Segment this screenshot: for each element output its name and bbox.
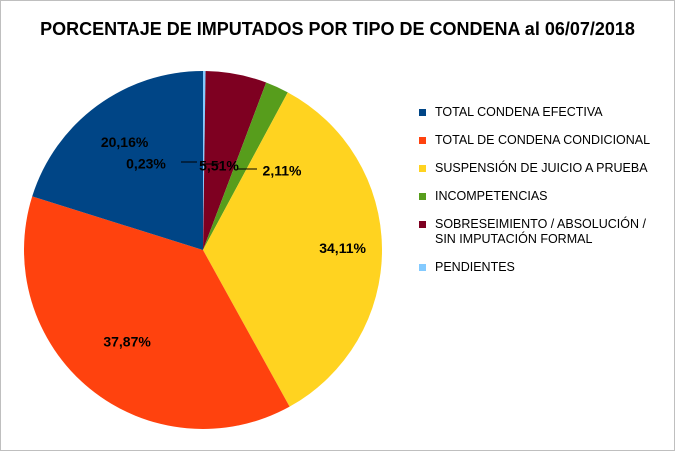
- legend-item-suspension-juicio: SUSPENSIÓN DE JUICIO A PRUEBA: [419, 161, 669, 176]
- legend-item-total-condena-efectiva: TOTAL CONDENA EFECTIVA: [419, 105, 669, 120]
- legend-swatch-pendientes: [419, 264, 426, 271]
- legend-swatch-sobreseimiento: [419, 221, 426, 228]
- legend-label-suspension-juicio: SUSPENSIÓN DE JUICIO A PRUEBA: [435, 161, 648, 175]
- legend-swatch-incompetencias: [419, 193, 426, 200]
- legend-swatch-condena-condicional: [419, 137, 426, 144]
- legend-swatch-total-condena-efectiva: [419, 109, 426, 116]
- pie-slice-pendientes: [203, 71, 206, 250]
- legend-swatch-suspension-juicio: [419, 165, 426, 172]
- data-label-pendientes: 0,23%: [126, 156, 166, 172]
- pie-slice-total-condena-efectiva: [32, 71, 204, 250]
- legend-label-sobreseimiento: SOBRESEIMIENTO / ABSOLUCIÓN / SIN IMPUTA…: [435, 217, 646, 246]
- legend-item-condena-condicional: TOTAL DE CONDENA CONDICIONAL: [419, 133, 669, 148]
- legend-item-sobreseimiento: SOBRESEIMIENTO / ABSOLUCIÓN / SIN IMPUTA…: [419, 217, 669, 247]
- chart-title: PORCENTAJE DE IMPUTADOS POR TIPO DE COND…: [40, 19, 635, 39]
- data-label-sobreseimiento-absolucion-sin-imputacion-formal: 5,51%: [199, 158, 239, 174]
- data-label-suspension-de-juicio-a-prueba: 34,11%: [319, 240, 366, 256]
- legend: TOTAL CONDENA EFECTIVA TOTAL DE CONDENA …: [419, 105, 669, 288]
- pie-slice-sobreseimiento-absolucion-sin-imputacion-formal: [203, 71, 267, 251]
- legend-item-incompetencias: INCOMPETENCIAS: [419, 189, 669, 204]
- data-label-incompetencias: 2,11%: [263, 163, 302, 179]
- legend-item-pendientes: PENDIENTES: [419, 260, 669, 275]
- data-label-total-condena-efectiva: 20,16%: [101, 134, 149, 150]
- legend-label-incompetencias: INCOMPETENCIAS: [435, 189, 548, 203]
- pie-slice-incompetencias: [203, 82, 288, 251]
- legend-label-pendientes: PENDIENTES: [435, 260, 515, 274]
- legend-label-total-condena-efectiva: TOTAL CONDENA EFECTIVA: [435, 105, 603, 119]
- pie-slice-suspension-de-juicio-a-prueba: [203, 92, 382, 407]
- pie-slice-total-de-condena-condicional: [24, 196, 290, 429]
- data-label-total-de-condena-condicional: 37,87%: [103, 334, 151, 350]
- legend-label-condena-condicional: TOTAL DE CONDENA CONDICIONAL: [435, 133, 651, 147]
